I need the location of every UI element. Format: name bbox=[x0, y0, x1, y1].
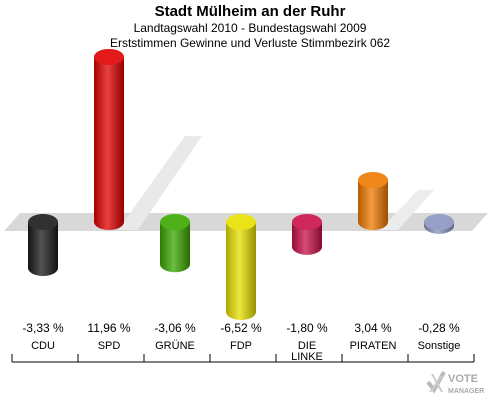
category-label: Sonstige bbox=[418, 340, 461, 352]
category-label: CDU bbox=[31, 340, 55, 352]
category-label: FDP bbox=[230, 340, 252, 352]
checkmark-x-icon bbox=[426, 371, 446, 394]
bar-sonstige bbox=[424, 214, 454, 234]
category-label: DIE LINKE bbox=[291, 340, 323, 363]
logo-line-1: VOTE bbox=[448, 373, 478, 385]
bar-cdu bbox=[28, 214, 58, 276]
bar-spd bbox=[94, 48, 124, 230]
shadow-ray bbox=[380, 190, 434, 230]
value-label: 3,04 % bbox=[354, 321, 392, 335]
bar-piraten bbox=[358, 172, 388, 230]
value-label: -3,06 % bbox=[154, 321, 196, 335]
shadow-ray bbox=[118, 136, 202, 230]
bar-die-linke bbox=[292, 214, 322, 255]
category-label: PIRATEN bbox=[350, 340, 397, 352]
value-label: -0,28 % bbox=[418, 321, 460, 335]
bar-gr-ne bbox=[160, 214, 190, 273]
logo-line-2: MANAGER bbox=[448, 388, 484, 395]
chart-subtitle-2: Erststimmen Gewinne und Verluste Stimmbe… bbox=[109, 36, 391, 50]
value-label: -6,52 % bbox=[220, 321, 262, 335]
value-label: 11,96 % bbox=[87, 321, 130, 335]
value-label: -3,33 % bbox=[22, 321, 64, 335]
value-label: -1,80 % bbox=[286, 321, 328, 335]
category-label: GRÜNE bbox=[155, 340, 195, 352]
chart-subtitle-1: Landtagswahl 2010 - Bundestagswahl 2009 bbox=[133, 21, 367, 35]
chart-title: Stadt Mülheim an der Ruhr bbox=[154, 3, 346, 20]
category-label: SPD bbox=[98, 340, 121, 352]
vote-manager-logo: VOTE MANAGER bbox=[426, 368, 498, 398]
bar-fdp bbox=[226, 214, 256, 320]
